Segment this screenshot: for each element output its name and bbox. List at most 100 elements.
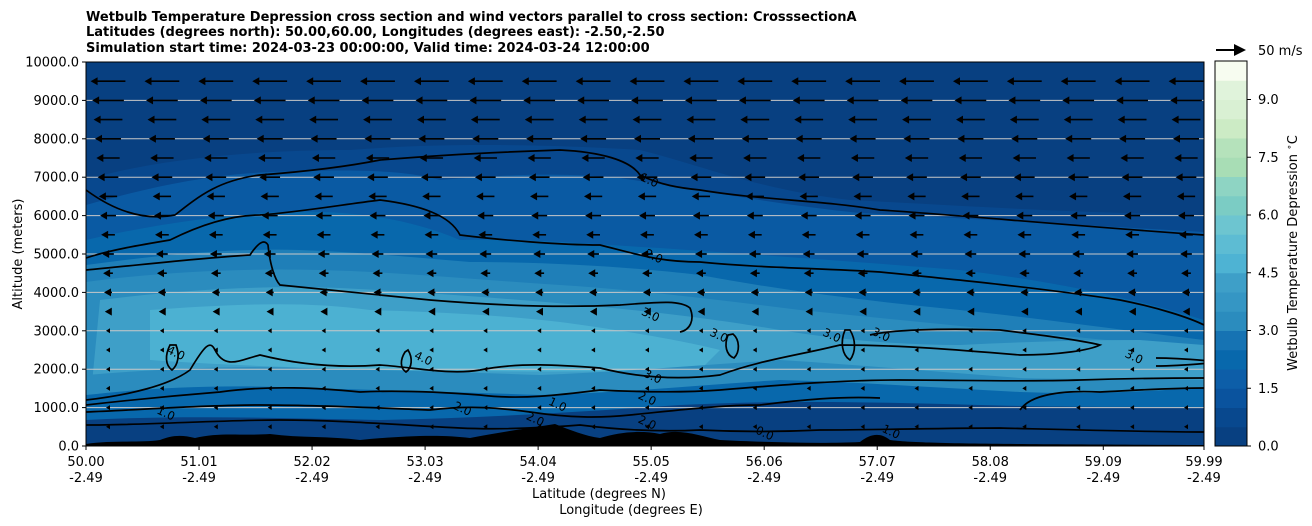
colorbar-level <box>1215 272 1247 293</box>
wind-vector-head <box>747 230 755 239</box>
contour-line-13 <box>1155 357 1204 367</box>
x-tick-label-lat: 52.02 <box>293 455 330 470</box>
wind-vector <box>752 328 757 334</box>
colorbar-level <box>1215 349 1247 370</box>
wind-vector-head <box>1174 154 1182 162</box>
wind-vector-head <box>103 269 111 278</box>
wind-vector-head <box>320 307 328 316</box>
wind-vector-head <box>152 192 160 201</box>
colorbar-tick-label: 1.5 <box>1258 382 1279 397</box>
wind-vector-head <box>311 154 319 162</box>
wind-vector-head <box>854 211 862 220</box>
wind-vector <box>860 385 865 391</box>
wind-vector <box>968 405 973 411</box>
wind-vector-head <box>580 134 588 143</box>
chart-title: Wetbulb Temperature Depression cross sec… <box>86 10 857 56</box>
colorbar-tick-label: 9.0 <box>1258 93 1279 108</box>
wind-vector-head <box>531 211 539 220</box>
colorbar-level <box>1215 80 1247 100</box>
wind-vector-head <box>1122 192 1130 201</box>
wind-vector-head <box>748 250 756 258</box>
x-axis-label-lon: Longitude (degrees E) <box>559 503 703 518</box>
wind-vector <box>213 347 218 353</box>
wind-vector-head <box>528 173 536 182</box>
wind-vector <box>806 385 811 391</box>
x-tick-label-lat: 54.04 <box>520 455 557 470</box>
wind-vector-head <box>521 77 529 86</box>
wind-vector-head <box>467 77 475 86</box>
wind-vector <box>321 424 326 430</box>
wind-vector-head <box>575 77 583 86</box>
wind-vector-head <box>481 288 489 297</box>
wind-vector <box>968 424 973 430</box>
wind-vector <box>806 328 811 334</box>
wind-vector <box>213 328 218 334</box>
x-tick-label-lat: 50.00 <box>67 455 104 470</box>
wind-reference-label: 50 m/s <box>1258 44 1303 59</box>
wind-vector <box>159 328 164 334</box>
wind-vector-head <box>1120 154 1128 162</box>
wind-vector-head <box>199 96 207 105</box>
wind-vector-head <box>963 230 971 239</box>
wind-vector-head <box>683 77 691 86</box>
x-tick-label-lon: -2.49 <box>1086 471 1120 486</box>
wind-vector-head <box>425 250 433 258</box>
wind-vector <box>860 405 865 411</box>
wind-vector-head <box>685 96 693 105</box>
wind-vector-head <box>583 192 591 201</box>
wind-vector <box>806 405 811 411</box>
wind-vector-head <box>150 154 158 162</box>
contour-label: 2.0 <box>643 246 665 266</box>
wind-vector <box>106 347 110 353</box>
wind-vector-head <box>96 154 104 162</box>
title-line-2: Latitudes (degrees north): 50.00,60.00, … <box>86 25 665 40</box>
wind-vector-head <box>1020 288 1028 297</box>
wind-vector-head <box>909 230 917 239</box>
wind-vector <box>591 366 596 372</box>
wind-vector <box>159 405 164 411</box>
wind-vector <box>537 405 542 411</box>
wind-vector <box>537 347 542 353</box>
wind-vector <box>159 424 164 430</box>
wind-vector-head <box>912 288 920 297</box>
colorbar-level <box>1215 215 1247 235</box>
wind-vector <box>914 328 919 334</box>
contour-label: 1.0 <box>638 170 660 190</box>
wind-vector-head <box>256 134 264 143</box>
wind-vector-head <box>1074 288 1082 297</box>
wind-vector-head <box>208 230 216 239</box>
wind-vector-head <box>637 192 645 201</box>
wind-vector-head <box>361 96 369 105</box>
wind-vector <box>752 424 757 430</box>
y-tick-label: 10000.0 <box>25 56 79 71</box>
contour-line-6 <box>86 396 881 418</box>
wind-vector-head <box>261 211 269 220</box>
wind-vector-head <box>532 230 540 239</box>
colorbar-tick-label: 0.0 <box>1258 440 1279 455</box>
wind-vector-head <box>470 115 478 124</box>
wind-vector-head <box>955 115 963 124</box>
colorbar-level <box>1215 253 1247 274</box>
contour-label: 0.0 <box>754 423 776 443</box>
wind-vector-head <box>1013 173 1021 182</box>
contour-lines <box>86 149 1204 433</box>
colorbar-label: Wetbulb Temperature Depression ∘C <box>1285 135 1301 371</box>
contour-line-10 <box>400 348 412 374</box>
wind-vector-head <box>423 211 431 220</box>
wind-vector <box>483 385 488 391</box>
wind-vector-head <box>207 211 215 220</box>
wind-vector-head <box>858 288 866 297</box>
wind-vector-head <box>100 211 108 220</box>
wind-vector-head <box>157 269 165 278</box>
wind-vector-head <box>309 115 317 124</box>
wind-vector-head <box>469 96 477 105</box>
wind-vector-head <box>210 269 218 278</box>
wind-vector <box>698 424 703 430</box>
wind-vector-head <box>319 288 327 297</box>
wind-vector <box>429 347 434 353</box>
wind-vector <box>429 366 434 372</box>
wind-vector-head <box>856 250 864 258</box>
wind-vector <box>1184 385 1188 391</box>
terrain-silhouette <box>86 424 1204 446</box>
wind-reference-key: 50 m/s <box>1216 44 1303 59</box>
